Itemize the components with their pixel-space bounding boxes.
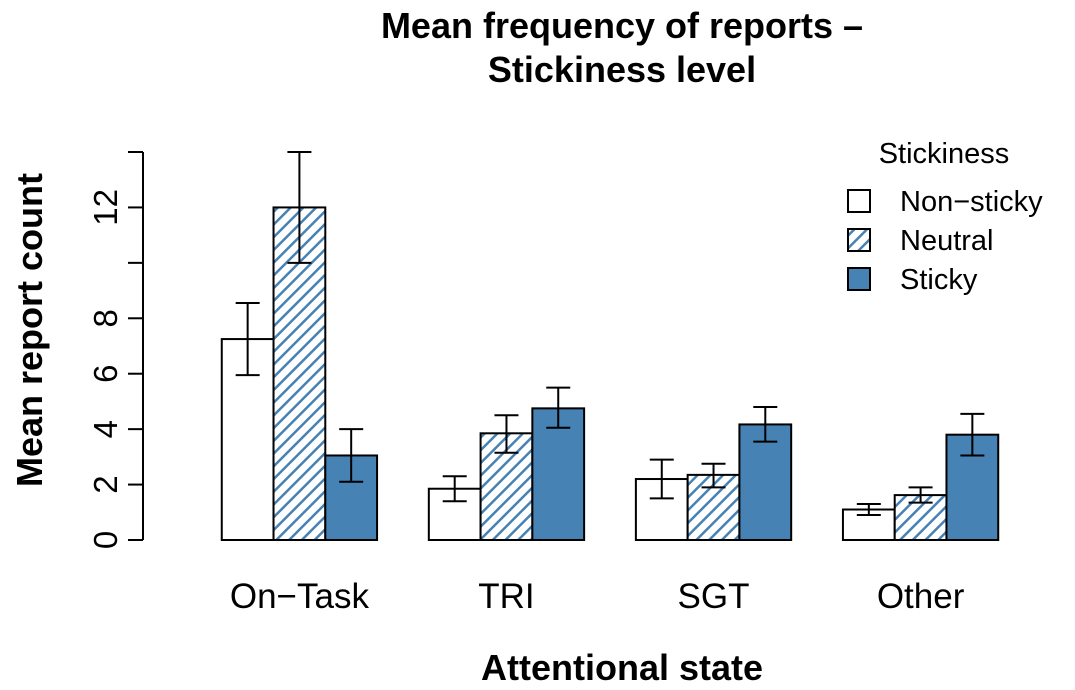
legend-title: Stickiness	[879, 138, 1010, 170]
legend-label-0: Non−sticky	[900, 186, 1043, 218]
y-axis: 0 2 4 6 8 12	[87, 151, 144, 549]
x-axis-label: Attentional state	[481, 647, 763, 688]
legend-swatch-2	[847, 267, 871, 291]
category-labels: On−Task TRI SGT Other	[230, 577, 965, 616]
legend-swatch-1	[847, 228, 871, 252]
category-label-1: TRI	[478, 577, 534, 616]
y-axis-label: Mean report count	[9, 173, 50, 487]
chart-title-line-2: Stickiness level	[488, 49, 756, 90]
legend-label-2: Sticky	[900, 264, 978, 296]
legend-swatch-0	[847, 189, 871, 213]
bar-1-2	[531, 407, 586, 541]
chart-title-line-1: Mean frequency of reports –	[381, 5, 863, 46]
category-label-2: SGT	[678, 577, 750, 616]
y-tick-label-2: 4	[87, 420, 124, 438]
category-label-0: On−Task	[230, 577, 370, 616]
error-bars-group	[235, 151, 985, 517]
y-tick-label-6: 12	[87, 189, 124, 226]
y-tick-label-4: 8	[87, 309, 124, 327]
bars-group	[220, 206, 1000, 542]
y-tick-label-1: 2	[87, 475, 124, 493]
legend-label-1: Neutral	[900, 225, 994, 257]
bar-2-2	[738, 423, 793, 541]
legend: Stickiness Non−sticky Neutral Sticky	[847, 138, 1043, 296]
bar-3-2	[945, 433, 1000, 541]
y-tick-label-0: 0	[87, 531, 124, 549]
category-label-3: Other	[877, 577, 965, 616]
y-tick-label-3: 6	[87, 365, 124, 383]
